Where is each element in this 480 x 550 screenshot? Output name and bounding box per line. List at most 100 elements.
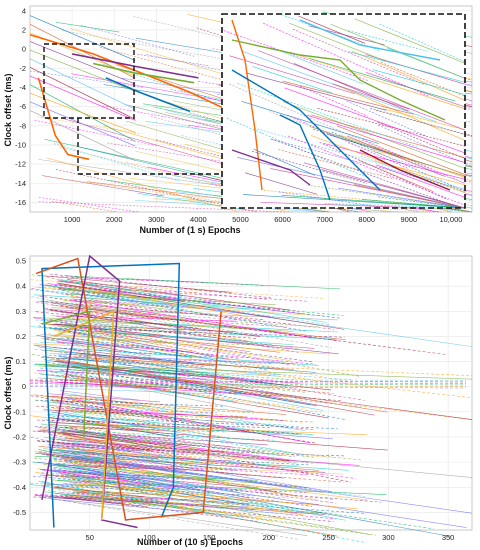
bottom-y-tick-label: 0.5 [16, 257, 26, 266]
inset-series-line [360, 155, 466, 194]
bottom-series-line [61, 284, 248, 317]
bottom-series-line [61, 311, 287, 328]
top-y-tick-label: -12 [15, 160, 26, 169]
bottom-series-line [41, 497, 308, 537]
bottom-series-line [40, 300, 264, 320]
inset-series-line [359, 160, 434, 193]
bottom-series-line [56, 381, 218, 391]
bottom-series-line [55, 431, 255, 460]
top-x-axis-label: Number of (1 s) Epochs [139, 225, 240, 235]
bottom-series-line [62, 483, 289, 499]
bottom-series-line [60, 390, 140, 401]
bottom-series-line [60, 370, 215, 400]
bottom-series-line [76, 282, 158, 294]
bottom-series-line [53, 470, 301, 515]
inset-highlighted-series [359, 149, 451, 191]
top-series-line [80, 24, 196, 57]
top-series-line [29, 67, 136, 120]
top-x-tick-label: 10,000 [439, 215, 462, 224]
bottom-series-line [76, 495, 312, 513]
bottom-series-line [32, 476, 180, 488]
inset-series-line [317, 108, 466, 147]
inset-series-line [278, 191, 387, 209]
top-x-tick-label: 9000 [401, 215, 418, 224]
bottom-series-line [71, 478, 147, 494]
bottom-series-line [53, 347, 212, 358]
inset-highlighted-series [231, 19, 263, 191]
bottom-series-line [47, 484, 124, 497]
top-x-tick-label: 8000 [358, 215, 375, 224]
inset-series-line [240, 50, 437, 123]
bottom-x-axis-label: Number of (10 s) Epochs [137, 537, 243, 547]
bottom-series-line [51, 439, 334, 458]
bottom-series-line [48, 424, 388, 451]
inset-series-line [241, 101, 380, 144]
bottom-highlighted-series [41, 254, 138, 529]
bottom-series-line [76, 378, 204, 387]
bottom-series-line [59, 473, 245, 505]
bottom-y-tick-label: 0.2 [16, 332, 26, 341]
bottom-series-line [67, 406, 248, 433]
top-series-line [137, 53, 211, 67]
bottom-series-line [30, 279, 324, 299]
bottom-series-line [53, 302, 151, 319]
bottom-y-tick-labels: 0.5 0.4 0.3 0.2 0.1 0 -0.1 -0.2 -0.3 -0.4 -0.5 [13, 257, 26, 517]
bottom-series-line [34, 286, 137, 297]
bottom-series-line [52, 288, 344, 316]
bottom-series-line [52, 446, 132, 453]
bottom-series-line [30, 326, 294, 346]
bottom-series-line [41, 284, 473, 347]
bottom-series-line [33, 294, 267, 311]
bottom-series-line [30, 482, 192, 495]
bottom-series-line [32, 430, 264, 453]
bottom-series-line [52, 395, 287, 415]
bottom-series-line [70, 323, 361, 377]
bottom-series-line [54, 458, 133, 470]
bottom-series-line [57, 358, 187, 367]
bottom-y-tick-label: 0 [22, 382, 26, 391]
bottom-series-line [75, 458, 365, 497]
bottom-series-line [74, 304, 177, 318]
bottom-series-line [38, 451, 234, 462]
bottom-series-line [53, 424, 314, 458]
inset-series-line [253, 148, 316, 176]
inset-series-line [377, 121, 466, 160]
bottom-series-line [51, 399, 151, 407]
inset-series-line [226, 118, 369, 179]
inset-series-line [298, 15, 366, 44]
inset-series-line [245, 72, 387, 111]
bottom-series-line [30, 437, 139, 458]
bottom-highlighted-series [53, 310, 115, 520]
inset-highlighted-series [231, 39, 446, 121]
bottom-series-line [38, 275, 232, 293]
bottom-series-line [33, 496, 137, 501]
bottom-series-line [54, 486, 338, 537]
top-series-line [55, 169, 258, 213]
bottom-series-line [49, 319, 144, 325]
bottom-series-line [40, 368, 117, 373]
bottom-series-line [44, 338, 189, 365]
inset-series-line [271, 138, 448, 204]
bottom-series-line [53, 459, 344, 483]
bottom-x-tick-label: 300 [382, 533, 395, 542]
inset-series-line [244, 172, 318, 195]
bottom-series-line [53, 401, 136, 413]
top-y-tick-label: -16 [15, 198, 26, 207]
bottom-series-line [69, 481, 307, 493]
bottom-series-line [52, 400, 254, 414]
bottom-series-line [41, 429, 277, 441]
top-series-line [38, 197, 139, 213]
bottom-series-line [49, 466, 146, 482]
bottom-series-line [58, 323, 258, 339]
bottom-series-line [58, 339, 284, 370]
bottom-series-line [50, 436, 473, 478]
bottom-series-line [29, 378, 467, 381]
bottom-series-line [69, 299, 312, 338]
top-series-line [102, 64, 240, 108]
bottom-x-tick-label: 100 [143, 533, 156, 542]
bottom-series-line [62, 300, 325, 317]
bottom-series-line [47, 416, 185, 439]
inset-series-line [281, 194, 466, 209]
inset-series-line [270, 138, 466, 191]
